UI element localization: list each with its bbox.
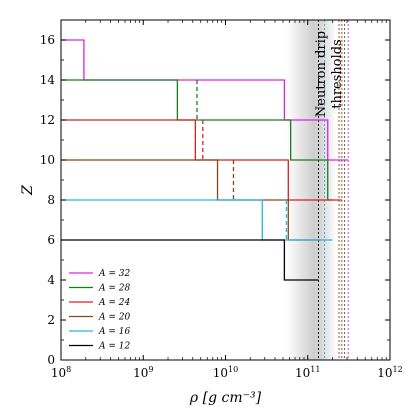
annotation-line-1: thresholds — [330, 39, 345, 109]
legend-label-0: A = 32 — [98, 269, 130, 279]
legend-label-3: A = 20 — [98, 313, 130, 323]
y-tick-label: 12 — [40, 113, 55, 127]
legend-label-5: A = 12 — [98, 342, 130, 352]
y-axis-label: Z — [20, 185, 36, 196]
series-line-0 — [61, 39, 349, 161]
x-tick-label: 1011 — [295, 365, 320, 380]
legend-label-1: A = 28 — [98, 284, 130, 294]
annotation-line-0: Neutron drip — [314, 31, 329, 117]
legend-label-4: A = 16 — [98, 327, 130, 337]
x-tick-label: 108 — [51, 365, 71, 380]
x-tick-label: 1012 — [377, 365, 402, 380]
y-tick-label: 4 — [47, 273, 55, 287]
y-tick-label: 16 — [40, 33, 55, 47]
x-tick-label: 109 — [133, 365, 153, 380]
x-tick-label: 1010 — [213, 365, 238, 380]
y-tick-label: 6 — [47, 233, 55, 247]
series-line-4 — [61, 199, 333, 241]
series-line-2 — [61, 119, 342, 201]
y-tick-label: 2 — [47, 313, 55, 327]
y-tick-label: 0 — [47, 353, 55, 367]
series-line-5 — [61, 239, 319, 281]
x-axis-label: ρ [g cm⁻³] — [189, 390, 262, 406]
y-tick-label: 14 — [40, 73, 56, 87]
series-line-1 — [61, 79, 333, 201]
y-tick-label: 10 — [40, 153, 55, 167]
y-tick-label: 8 — [47, 193, 55, 207]
legend-label-2: A = 24 — [98, 298, 130, 308]
